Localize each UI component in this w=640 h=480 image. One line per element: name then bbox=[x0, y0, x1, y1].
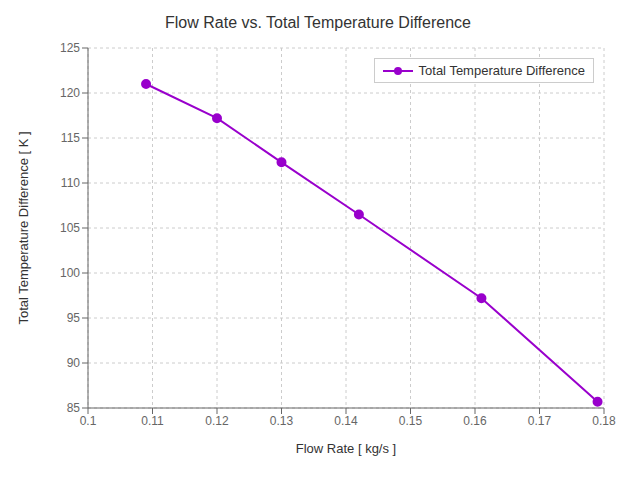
svg-text:0.15: 0.15 bbox=[399, 414, 423, 428]
svg-text:90: 90 bbox=[67, 356, 81, 370]
svg-text:0.13: 0.13 bbox=[270, 414, 294, 428]
svg-text:95: 95 bbox=[67, 311, 81, 325]
svg-text:115: 115 bbox=[61, 131, 80, 145]
svg-text:120: 120 bbox=[60, 86, 80, 100]
svg-text:110: 110 bbox=[61, 176, 80, 190]
svg-text:0.18: 0.18 bbox=[592, 414, 616, 428]
svg-text:Flow Rate [ kg/s ]: Flow Rate [ kg/s ] bbox=[296, 441, 396, 456]
svg-text:0.11: 0.11 bbox=[141, 414, 164, 428]
svg-text:0.12: 0.12 bbox=[205, 414, 229, 428]
svg-text:Total Temperature Difference [: Total Temperature Difference [ K ] bbox=[16, 131, 31, 324]
svg-text:125: 125 bbox=[60, 41, 80, 55]
svg-text:0.14: 0.14 bbox=[334, 414, 358, 428]
html-text:Total Temperature Difference: Total Temperature Difference bbox=[418, 63, 585, 78]
svg-text:0.16: 0.16 bbox=[463, 414, 487, 428]
html-text:Flow Rate vs. Total Temperatur: Flow Rate vs. Total Temperature Differen… bbox=[165, 14, 471, 31]
svg-text:85: 85 bbox=[67, 401, 81, 415]
svg-text:100: 100 bbox=[60, 266, 80, 280]
svg-text:0.17: 0.17 bbox=[528, 414, 552, 428]
svg-text:0.1: 0.1 bbox=[80, 414, 97, 428]
svg-text:105: 105 bbox=[60, 221, 80, 235]
